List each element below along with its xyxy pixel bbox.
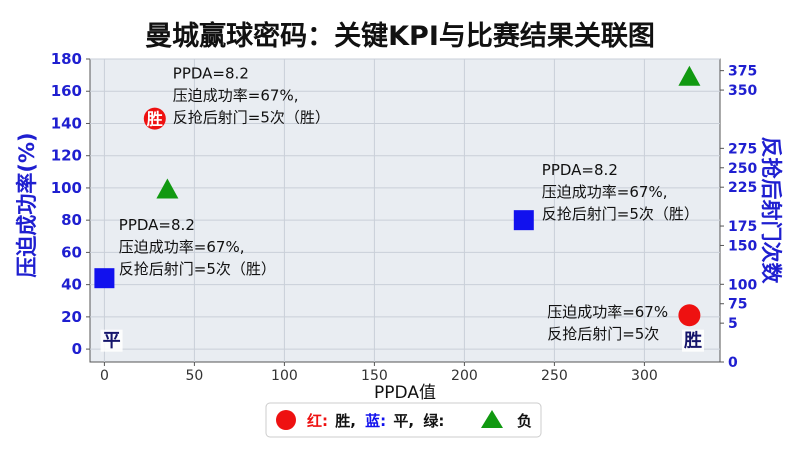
right-axis-label: 反抢后射门次数 xyxy=(759,137,783,285)
point-draw xyxy=(94,268,115,289)
annotations: PPDA=8.2 压迫成功率=67%, 反抢后射门=5次（胜） PPDA=8.2 压迫成… xyxy=(119,64,699,343)
point-loss xyxy=(156,178,179,199)
right-tick-label: 5 xyxy=(728,316,738,332)
annotation: PPDA=8.2 压迫成功率=67%, 反抢后射门=5次（胜） xyxy=(542,161,699,223)
annotation: PPDA=8.2 压迫成功率=67%, 反抢后射门=5次（胜） xyxy=(173,64,330,126)
annotation-line: PPDA=8.2 xyxy=(542,161,618,179)
left-tick-label: 100 xyxy=(51,179,82,197)
outcome-label-bg xyxy=(100,329,123,352)
right-tick-label: 175 xyxy=(728,219,757,235)
legend-green-text: 负 xyxy=(517,412,532,430)
right-tick-label: 100 xyxy=(728,277,757,293)
grid-lines xyxy=(90,58,720,362)
plot-area xyxy=(89,58,721,363)
annotation-line: 压迫成功率=67%, xyxy=(542,183,668,201)
x-tick-label: 250 xyxy=(541,368,568,384)
right-tick-label: 75 xyxy=(728,297,747,313)
right-tick-label: 275 xyxy=(728,141,757,157)
chart-title: 曼城赢球密码：关键KPI与比赛结果关联图 xyxy=(145,20,655,52)
left-tick-label: 180 xyxy=(51,50,82,68)
right-tick-label: 150 xyxy=(728,238,757,254)
annotation-line: 反抢后射门=5次（胜） xyxy=(119,260,276,278)
point-label: 胜 xyxy=(147,110,163,129)
legend-blue-text: 平, xyxy=(393,412,414,430)
point-draw xyxy=(513,210,534,231)
annotation-line: 压迫成功率=67% xyxy=(547,303,668,321)
left-tick-label: 140 xyxy=(51,114,82,132)
legend-red-marker xyxy=(276,410,296,430)
annotation-line: 反抢后射门=5次 xyxy=(547,325,659,343)
left-tick-label: 40 xyxy=(61,276,82,294)
annotation: 压迫成功率=67% 反抢后射门=5次 xyxy=(547,303,668,343)
annotation-line: PPDA=8.2 xyxy=(173,64,249,82)
outcome-labels: 平胜 xyxy=(100,329,704,352)
annotation-line: 反抢后射门=5次（胜） xyxy=(173,108,330,126)
legend-blue-label: 蓝: xyxy=(365,412,386,430)
legend-red-label: 红: xyxy=(307,412,328,430)
x-tick-label: 200 xyxy=(451,368,478,384)
outcome-label-bg xyxy=(682,329,704,352)
annotation-line: 反抢后射门=5次（胜） xyxy=(542,205,699,223)
x-tick-label: 50 xyxy=(185,368,203,384)
legend-green-marker xyxy=(481,410,503,428)
legend-red-text: 胜, xyxy=(335,412,356,430)
right-tick-label: 225 xyxy=(728,180,757,196)
left-axis-ticks: 0 20 40 60 80 100 120 140 160 180 xyxy=(51,50,90,358)
legend-text: 红: 胜, 蓝: 平, 绿: xyxy=(307,412,444,430)
right-tick-label: 375 xyxy=(728,64,757,80)
annotation: PPDA=8.2 压迫成功率=67%, 反抢后射门=5次（胜） xyxy=(119,216,276,278)
left-tick-label: 80 xyxy=(61,211,82,229)
x-tick-label: 100 xyxy=(271,368,298,384)
annotation-line: 压迫成功率=67%, xyxy=(119,238,245,256)
outcome-label: 平 xyxy=(103,331,121,352)
x-tick-label: 150 xyxy=(361,368,388,384)
point-loss xyxy=(678,65,701,86)
legend-box xyxy=(265,402,542,438)
left-tick-label: 0 xyxy=(72,340,82,358)
right-tick-label: 350 xyxy=(728,83,757,99)
left-tick-label: 160 xyxy=(51,82,82,100)
legend: 红: 胜, 蓝: 平, 绿: 负 xyxy=(265,402,542,438)
right-tick-label: 0 xyxy=(728,355,738,371)
right-axis-ticks: 0 5 75 100 150 175 225 250 275 350 375 xyxy=(720,64,757,371)
x-axis-ticks: 0 50 100 150 200 250 300 xyxy=(100,362,658,384)
data-points: 胜 xyxy=(94,65,701,327)
legend-green-label: 绿: xyxy=(423,412,444,430)
left-tick-label: 120 xyxy=(51,147,82,165)
left-tick-label: 60 xyxy=(61,243,82,261)
annotation-line: PPDA=8.2 xyxy=(119,216,195,234)
annotation-line: 压迫成功率=67%, xyxy=(173,86,299,104)
x-tick-label: 300 xyxy=(631,368,658,384)
right-tick-label: 250 xyxy=(728,161,757,177)
point-win xyxy=(678,304,701,327)
point-win xyxy=(143,107,166,130)
left-tick-label: 20 xyxy=(61,308,82,326)
outcome-label: 胜 xyxy=(684,331,702,352)
left-axis-label: 压迫成功率(%) xyxy=(15,132,39,277)
x-tick-label: 0 xyxy=(100,368,109,384)
x-axis-label: PPDA值 xyxy=(374,383,436,403)
